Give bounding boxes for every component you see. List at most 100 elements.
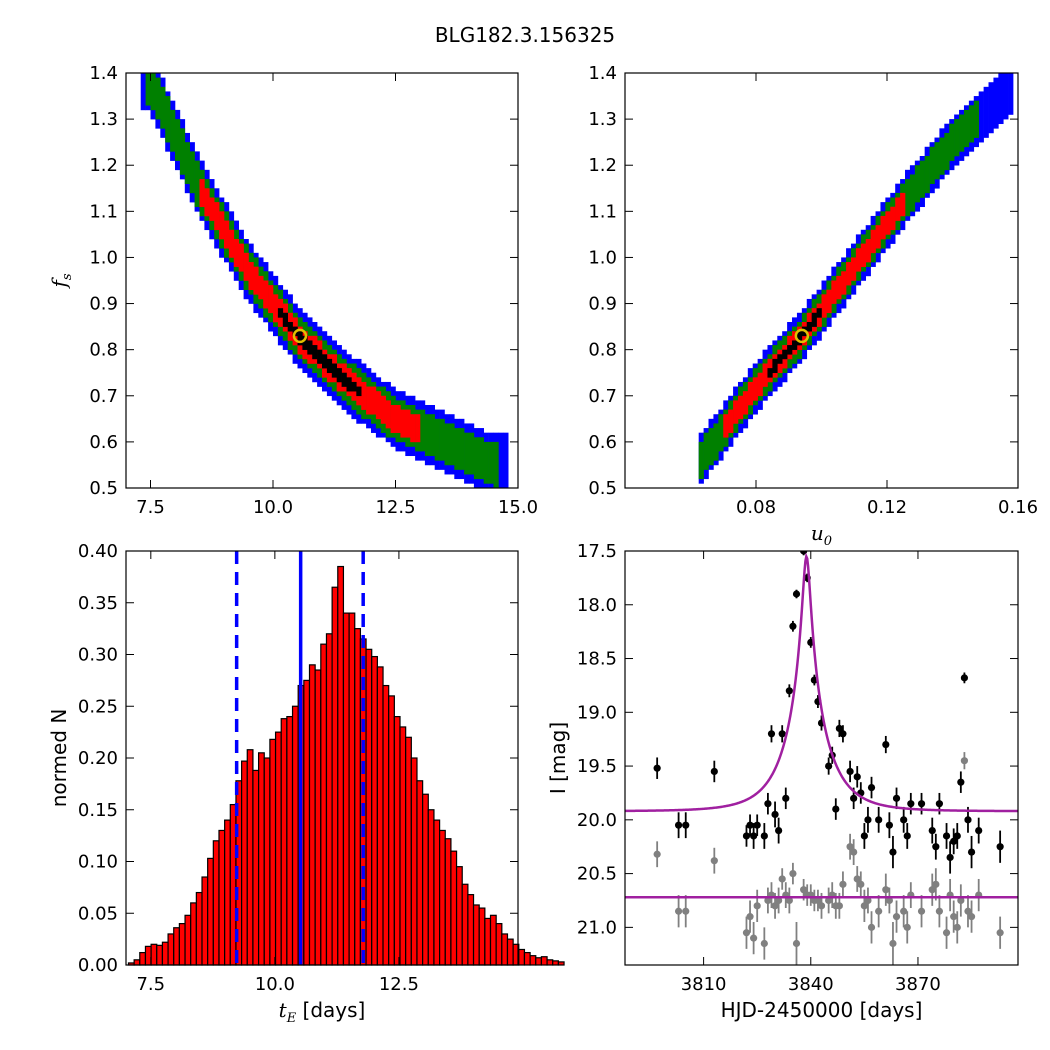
histogram-bar xyxy=(139,951,147,966)
histogram-bar xyxy=(190,902,197,966)
data-point xyxy=(850,848,858,856)
x-axis-label: tE [days] xyxy=(279,998,366,1026)
density-cell xyxy=(277,308,284,318)
histogram-bar xyxy=(161,941,169,966)
histogram-bar xyxy=(167,933,175,966)
data-point xyxy=(800,886,808,894)
best-fit-marker xyxy=(292,328,308,344)
density-cell xyxy=(929,146,935,184)
histogram-bar xyxy=(455,866,463,966)
histogram-bar xyxy=(195,891,203,966)
x-axis-label-rest: [days] xyxy=(296,998,365,1022)
density-cell xyxy=(968,105,975,143)
density-cell xyxy=(179,128,186,175)
histogram-bar xyxy=(184,914,192,966)
density-cell xyxy=(184,142,190,184)
data-point xyxy=(785,687,793,695)
density-cell xyxy=(405,409,411,438)
density-cell xyxy=(855,248,862,272)
density-cell xyxy=(439,418,445,461)
density-cell xyxy=(909,174,916,212)
y-tick-label: 1.1 xyxy=(588,201,617,222)
density-cell xyxy=(939,137,945,175)
density-cell xyxy=(150,73,156,111)
density-cell xyxy=(449,423,455,466)
data-point xyxy=(746,913,754,921)
histogram-bar xyxy=(382,684,390,966)
y-tick-label: 0.5 xyxy=(89,478,118,499)
density-cell xyxy=(919,160,925,198)
histogram-bar xyxy=(314,669,322,966)
density-cell xyxy=(718,414,724,452)
density-cell xyxy=(434,418,440,461)
histogram-bar xyxy=(472,904,480,966)
data-point xyxy=(964,907,972,915)
y-tick-label: 0.6 xyxy=(89,432,118,453)
density-cell xyxy=(762,363,768,387)
data-point xyxy=(892,794,901,802)
y-axis-label-sub: s xyxy=(60,273,75,280)
figure-title: BLG182.3.156325 xyxy=(435,23,615,47)
histogram-bar xyxy=(303,679,311,966)
histogram-bar xyxy=(246,749,254,966)
density-cell xyxy=(713,423,719,461)
density-cell xyxy=(375,391,382,420)
density-cell xyxy=(914,165,921,203)
density-cell xyxy=(983,86,989,138)
data-point xyxy=(932,880,940,888)
histogram-bar xyxy=(365,648,373,966)
histogram-bar xyxy=(529,955,537,966)
density-cell xyxy=(792,340,798,350)
density-cell xyxy=(312,345,318,360)
data-point xyxy=(953,832,961,840)
data-point xyxy=(846,767,854,776)
y-tick-label: 18.5 xyxy=(577,649,617,670)
histogram-bar xyxy=(444,838,452,966)
density-cell xyxy=(444,423,450,466)
histogram-bar xyxy=(218,829,226,966)
density-cell xyxy=(728,409,734,433)
histogram-bar xyxy=(201,876,209,966)
data-point xyxy=(839,880,847,888)
density-cell xyxy=(865,239,871,263)
histogram-bar xyxy=(257,752,265,966)
data-point xyxy=(967,848,976,856)
density-cell xyxy=(243,252,249,281)
density-cell xyxy=(194,160,200,208)
density-cell xyxy=(949,123,955,161)
y-tick-label: 1.1 xyxy=(89,201,118,222)
histogram-bar xyxy=(506,938,514,966)
data-point xyxy=(882,740,890,749)
density-cell xyxy=(831,280,837,304)
data-point xyxy=(907,800,915,808)
bars xyxy=(127,565,565,966)
x-tick-label: 3810 xyxy=(681,974,727,995)
histogram-bar xyxy=(433,819,441,966)
density-cell xyxy=(160,86,166,129)
data-point xyxy=(825,762,833,770)
y-tick-label: 0.6 xyxy=(588,432,617,453)
histogram-bar xyxy=(495,922,503,966)
plot-area xyxy=(625,551,1018,965)
density-cell xyxy=(772,358,778,374)
density-cell xyxy=(708,428,714,466)
data-point xyxy=(860,902,868,910)
data-point xyxy=(885,821,893,829)
data-point xyxy=(917,907,926,915)
density-cell xyxy=(258,275,264,300)
data-point xyxy=(771,902,779,910)
density-cell xyxy=(346,377,352,392)
data-point xyxy=(750,934,758,942)
data-point xyxy=(960,674,969,682)
density-cell xyxy=(165,96,171,143)
histogram-bar xyxy=(331,586,339,966)
density-cell xyxy=(757,372,763,397)
density-cell xyxy=(885,211,891,235)
y-tick-label: 19.0 xyxy=(577,702,617,723)
histogram-bar xyxy=(416,780,424,966)
histogram-bar xyxy=(523,951,531,966)
data-point xyxy=(996,929,1004,937)
data-point xyxy=(750,832,758,840)
density-cell xyxy=(782,349,788,360)
